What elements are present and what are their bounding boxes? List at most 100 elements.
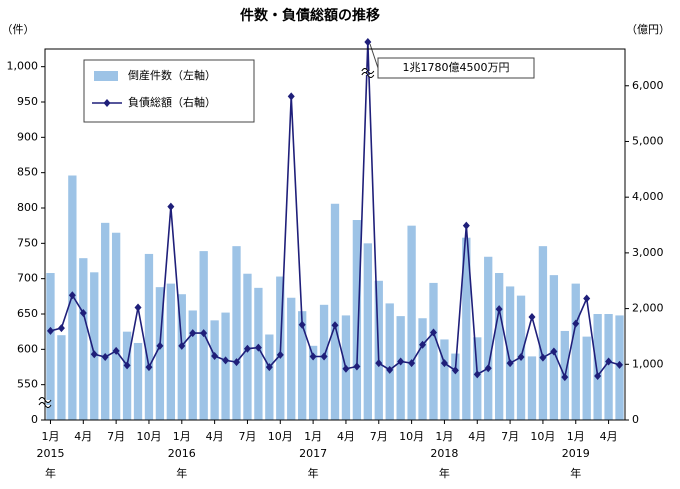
year-label: 2017	[299, 447, 327, 460]
plot-frame	[44, 48, 626, 421]
y2-tick-label: 6,000	[632, 79, 664, 92]
bar	[484, 256, 493, 420]
y-tick-label: 700	[17, 272, 38, 285]
year-label: 2018	[430, 447, 458, 460]
y2-tick-label: 0	[632, 413, 639, 426]
x-tick-label: 4月	[206, 430, 224, 443]
bar	[582, 336, 591, 420]
bar	[254, 287, 263, 420]
x-tick-label: 7月	[501, 430, 519, 443]
year-label: 2019	[562, 447, 590, 460]
marker	[583, 294, 591, 303]
marker	[495, 305, 503, 314]
bar	[101, 222, 110, 420]
y2-tick-label: 4,000	[632, 190, 664, 203]
bar	[363, 243, 372, 420]
marker	[200, 329, 208, 338]
marker	[298, 320, 306, 329]
marker	[90, 350, 98, 359]
x-tick-label: 1月	[567, 430, 585, 443]
bar	[385, 303, 394, 420]
bar	[352, 220, 362, 420]
legend-label: 倒産件数（左軸）	[128, 68, 216, 82]
marker	[287, 92, 295, 101]
y-tick-label: 750	[17, 236, 38, 249]
marker	[233, 358, 241, 367]
year-suffix: 年	[176, 466, 187, 480]
x-tick-label: 1月	[173, 430, 191, 443]
legend-label: 負債総額（右軸）	[128, 95, 216, 109]
y2-tick-label: 3,000	[632, 246, 664, 259]
marker	[167, 202, 175, 211]
bar	[111, 232, 121, 420]
marker	[145, 363, 153, 372]
marker	[123, 361, 131, 370]
marker	[254, 343, 262, 352]
bar	[166, 283, 176, 420]
marker	[605, 357, 613, 366]
y2-unit: （億円）	[626, 23, 670, 36]
bar	[221, 312, 230, 420]
bar	[287, 297, 296, 420]
marker	[375, 359, 383, 368]
marker	[451, 366, 459, 375]
bar	[122, 331, 132, 420]
bar	[494, 273, 504, 420]
bar	[90, 272, 99, 420]
bar	[538, 246, 548, 420]
chart-title: 件数・負債総額の推移	[240, 7, 380, 24]
x-tick-label: 1月	[41, 430, 59, 443]
legend-marker	[103, 99, 111, 107]
marker	[320, 352, 328, 361]
year-label: 2015	[36, 447, 64, 460]
marker	[528, 312, 536, 321]
marker	[46, 326, 54, 335]
marker	[397, 357, 405, 366]
marker	[462, 221, 470, 230]
x-tick-label: 10月	[530, 430, 555, 443]
marker	[386, 365, 394, 374]
x-tick-label: 10月	[268, 430, 293, 443]
bar	[330, 203, 340, 420]
annotation-pointer	[369, 43, 379, 69]
y-tick-label: 600	[17, 342, 38, 355]
marker	[178, 341, 186, 350]
marker	[440, 359, 448, 368]
bar	[604, 314, 613, 420]
year-suffix: 年	[570, 466, 581, 480]
x-tick-label: 1月	[304, 430, 322, 443]
y2-tick-label: 5,000	[632, 134, 664, 147]
bar	[46, 273, 55, 420]
x-tick-label: 4月	[337, 430, 355, 443]
year-suffix: 年	[45, 466, 56, 480]
y2-tick-label: 2,000	[632, 302, 664, 315]
x-tick-label: 7月	[238, 430, 256, 443]
marker	[517, 353, 525, 362]
marker	[309, 352, 317, 361]
bar	[308, 345, 318, 420]
y-tick-label: 1,000	[7, 60, 39, 73]
year-suffix: 年	[439, 466, 450, 480]
marker	[429, 328, 437, 337]
bar	[462, 237, 471, 420]
bar	[451, 353, 460, 420]
axis-break	[38, 397, 52, 408]
x-tick-label: 10月	[136, 430, 161, 443]
marker	[473, 370, 481, 379]
y-tick-label: 900	[17, 130, 38, 143]
legend-box	[83, 59, 255, 123]
x-tick-label: 7月	[107, 430, 125, 443]
y2-tick-label: 1,000	[632, 357, 664, 370]
bar	[177, 294, 186, 420]
x-tick-label: 10月	[399, 430, 424, 443]
bar	[429, 282, 438, 420]
marker	[276, 350, 284, 359]
y-tick-label: 0	[31, 413, 38, 426]
bar	[527, 356, 537, 420]
x-tick-label: 4月	[468, 430, 486, 443]
bar	[188, 310, 197, 420]
marker	[189, 329, 197, 338]
y-tick-label: 650	[17, 307, 38, 320]
marker	[364, 38, 372, 46]
marker	[353, 362, 361, 371]
